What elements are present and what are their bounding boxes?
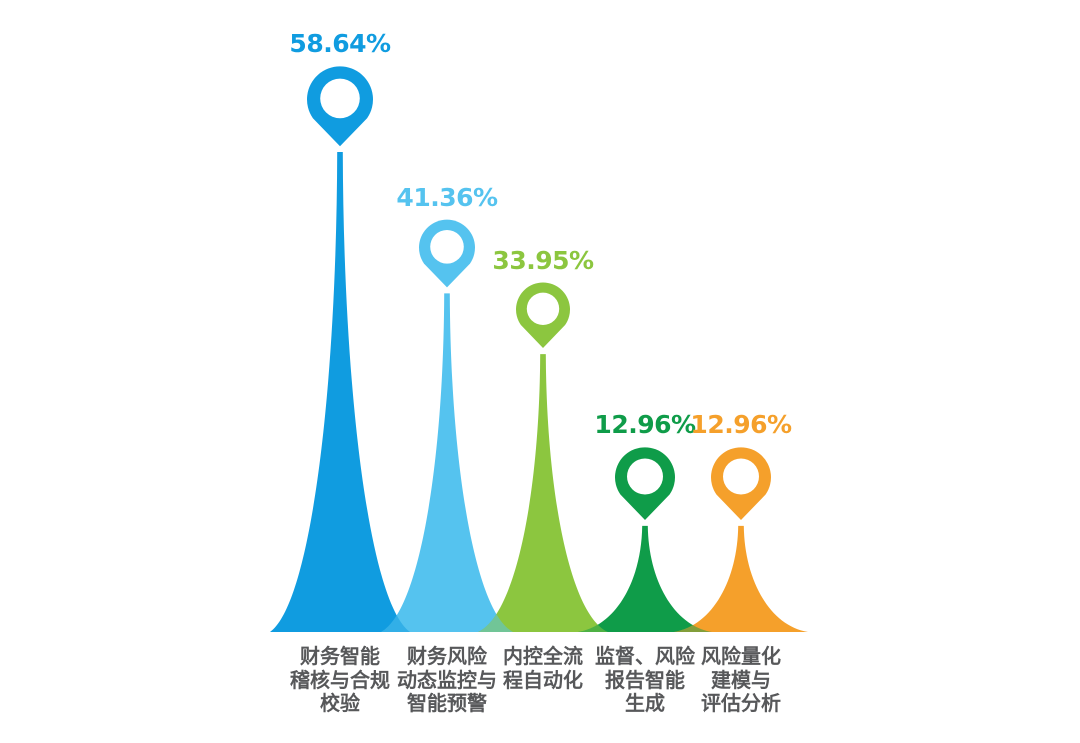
pin-hole-5 xyxy=(723,458,759,495)
peak-shape-3 xyxy=(478,354,608,632)
peak-shape-5 xyxy=(674,525,808,632)
peak-shape-2 xyxy=(381,293,513,632)
pin-hole-4 xyxy=(627,458,663,495)
pin-hole-1 xyxy=(320,78,360,119)
pin-hole-2 xyxy=(430,230,464,264)
peak-shape-4 xyxy=(578,525,712,632)
peak-shape-1 xyxy=(270,151,410,632)
pin-hole-3 xyxy=(526,292,560,325)
